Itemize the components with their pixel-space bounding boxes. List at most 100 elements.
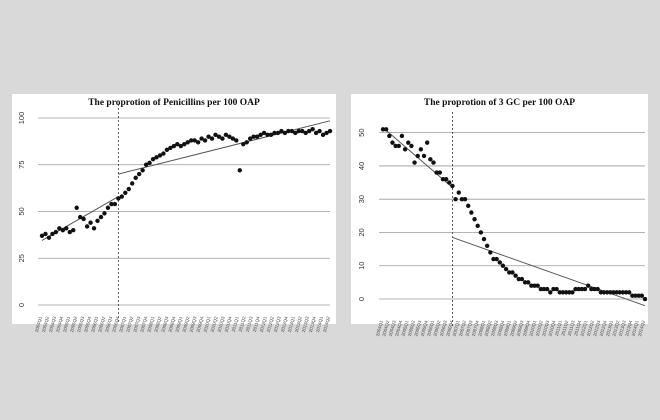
penicillins-chart-panel: The proprotion of Penicillins per 100 OA… bbox=[12, 94, 336, 333]
gc3-ytick-label: 50 bbox=[357, 128, 366, 136]
gc3-xtick-label: 2005Q4 bbox=[420, 319, 429, 336]
penicillins-data-point bbox=[102, 211, 107, 216]
gc3-data-point bbox=[424, 140, 430, 145]
penicillins-data-point bbox=[154, 155, 159, 160]
penicillins-data-point bbox=[202, 138, 208, 143]
penicillins-data-point bbox=[136, 171, 142, 177]
gc3-data-point bbox=[406, 140, 411, 145]
penicillins-xtick-label: 2011Q1 bbox=[231, 315, 240, 332]
gc3-xtick-label: 2010Q4 bbox=[548, 319, 557, 336]
gc3-data-point bbox=[585, 283, 591, 288]
gc3-xtick-label: 2007Q1 bbox=[452, 319, 461, 336]
gc3-xtick-label: 2008Q4 bbox=[496, 319, 505, 336]
gc3-chart-panel: The proprotion of 3 GC per 100 OAP 0 10 20… bbox=[351, 94, 648, 337]
penicillins-data-point bbox=[272, 130, 277, 136]
penicillins-data-point bbox=[84, 224, 90, 229]
gc3-ytick-label: 10 bbox=[357, 262, 366, 270]
gc3-ytick-label: 30 bbox=[357, 195, 366, 203]
penicillins-data-point bbox=[175, 141, 180, 147]
gc3-data-point bbox=[415, 153, 420, 159]
gc3-data-point bbox=[598, 290, 604, 295]
gc3-xtick-label: 2005Q1 bbox=[401, 319, 410, 336]
gc3-data-point bbox=[639, 293, 645, 298]
gc3-data-point bbox=[475, 223, 480, 229]
penicillins-data-point bbox=[164, 147, 170, 152]
penicillins-xtick-label: 2008Q3 bbox=[160, 315, 169, 332]
gc3-trend-line bbox=[452, 236, 646, 307]
penicillins-data-point bbox=[67, 229, 72, 235]
penicillins-data-point bbox=[133, 175, 138, 181]
penicillins-xtick-label: 2005Q4 bbox=[83, 315, 92, 332]
penicillins-xtick-label: 2007Q2 bbox=[125, 315, 134, 332]
penicillins-data-point bbox=[53, 229, 59, 235]
penicillins-xtick-label: 2006Q2 bbox=[97, 315, 106, 332]
penicillins-data-point bbox=[216, 134, 222, 139]
penicillins-xtick-label: 2013Q3 bbox=[301, 315, 310, 332]
penicillins-data-point bbox=[112, 201, 118, 207]
penicillins-xtick-label: 2011Q2 bbox=[238, 315, 247, 332]
gc3-data-point bbox=[554, 286, 559, 292]
penicillins-xtick-label: 2007Q1 bbox=[118, 315, 127, 332]
penicillins-data-point bbox=[39, 233, 45, 239]
gc3-xtick-label: 2013Q1 bbox=[605, 319, 614, 336]
penicillins-data-point bbox=[313, 130, 319, 136]
gc3-xtick-label: 2004Q4 bbox=[394, 319, 403, 336]
penicillins-xtick-label: 2004Q1 bbox=[34, 315, 43, 332]
penicillins-data-point bbox=[310, 127, 315, 132]
penicillins-data-point bbox=[98, 214, 104, 220]
gc3-xtick-label: 2005Q3 bbox=[413, 319, 422, 336]
gc3-data-point bbox=[497, 260, 502, 265]
penicillins-data-point bbox=[227, 134, 232, 139]
gc3-data-point bbox=[627, 290, 632, 295]
penicillins-ytick-label: 25 bbox=[17, 254, 26, 262]
penicillins-xtick-label: 2005Q2 bbox=[69, 315, 78, 332]
gc3-xtick-label: 2009Q1 bbox=[503, 319, 512, 336]
gc3-data-point bbox=[390, 140, 395, 145]
gc3-data-point bbox=[535, 283, 540, 288]
gc3-data-point bbox=[522, 280, 528, 285]
penicillins-data-point bbox=[300, 128, 305, 134]
penicillins-xtick-label: 2006Q4 bbox=[111, 315, 120, 332]
gc3-data-point bbox=[592, 286, 597, 292]
gc3-data-point bbox=[529, 283, 534, 288]
penicillins-xtick-label: 2013Q2 bbox=[294, 315, 303, 332]
penicillins-data-point bbox=[71, 228, 76, 233]
penicillins-data-point bbox=[189, 138, 194, 143]
penicillins-xtick-label: 2010Q2 bbox=[210, 315, 219, 332]
gc3-data-point bbox=[538, 286, 544, 292]
gc3-data-point bbox=[494, 256, 499, 262]
penicillins-xtick-label: 2004Q4 bbox=[55, 315, 64, 332]
gc3-xtick-label: 2011Q4 bbox=[573, 319, 582, 336]
gc3-data-point bbox=[459, 197, 465, 202]
gc3-data-point bbox=[478, 230, 484, 235]
gc3-data-point bbox=[387, 133, 392, 139]
gc3-data-point bbox=[620, 290, 626, 295]
penicillins-xtick-label: 2011Q3 bbox=[245, 315, 254, 332]
gc3-xtick-label: 2008Q3 bbox=[490, 319, 499, 336]
penicillins-data-point bbox=[116, 196, 121, 201]
gc3-data-point bbox=[462, 197, 468, 202]
penicillins-data-point bbox=[244, 140, 249, 145]
penicillins-data-point bbox=[182, 141, 187, 147]
gc3-xtick-label: 2010Q2 bbox=[535, 319, 544, 336]
penicillins-data-point bbox=[327, 128, 333, 134]
gc3-data-point bbox=[633, 293, 638, 298]
penicillins-data-point bbox=[185, 140, 190, 145]
gc3-data-point bbox=[484, 243, 490, 248]
penicillins-data-point bbox=[178, 143, 183, 149]
penicillins-data-point bbox=[268, 132, 274, 138]
penicillins-xtick-label: 2010Q4 bbox=[224, 315, 233, 332]
gc3-xtick-label: 2011Q3 bbox=[567, 319, 576, 336]
gc3-data-point bbox=[516, 276, 521, 282]
gc3-data-point bbox=[453, 197, 458, 202]
penicillins-data-point bbox=[140, 168, 145, 173]
penicillins-data-point bbox=[171, 143, 177, 149]
penicillins-data-point bbox=[119, 194, 125, 199]
gc3-data-point bbox=[557, 290, 562, 295]
penicillins-ytick-label: 75 bbox=[17, 161, 26, 169]
gc3-xtick-label: 2013Q3 bbox=[618, 319, 627, 336]
penicillins-data-point bbox=[46, 235, 52, 240]
penicillins-data-point bbox=[126, 186, 131, 192]
gc3-data-point bbox=[519, 276, 525, 282]
gc3-data-point bbox=[466, 203, 471, 209]
